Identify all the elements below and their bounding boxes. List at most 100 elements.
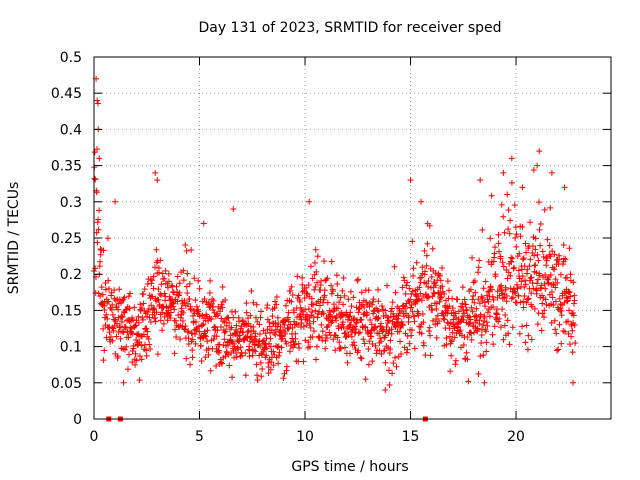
data-point [116,324,123,331]
data-point [104,315,111,322]
data-point [530,166,537,173]
data-point [350,294,357,301]
data-point [305,339,312,346]
data-point [469,254,476,261]
data-point [500,213,507,220]
data-point [294,322,301,329]
data-point [465,378,472,385]
data-point [389,370,396,377]
data-point [161,313,168,320]
data-point [375,298,382,305]
data-point [554,279,561,286]
data-point [253,361,260,368]
data-point [278,344,285,351]
data-point [519,224,526,231]
data-point [533,287,540,294]
data-point [374,307,381,314]
data-point [505,207,512,214]
data-point [125,293,132,300]
data-point [542,271,549,278]
data-point [335,325,342,332]
data-point [399,284,406,291]
data-point [312,246,319,253]
y-tick-label: 0.45 [51,86,82,102]
data-point [547,253,554,260]
data-point [301,294,308,301]
data-point [113,333,120,340]
data-point [312,283,319,290]
data-point [362,376,369,383]
data-point [433,316,440,323]
data-point [511,202,518,209]
data-point [136,353,143,360]
data-point [139,316,146,323]
data-point [505,226,512,233]
data-point [538,282,545,289]
data-point [444,310,451,317]
data-point [319,337,326,344]
data-point [403,349,410,356]
data-point [169,299,176,306]
data-point [104,235,111,242]
data-point [572,339,579,346]
data-point [307,324,314,331]
data-point [237,344,244,351]
data-point [172,317,179,324]
data-point [348,333,355,340]
data-point [342,334,349,341]
data-point [271,298,278,305]
data-point [417,323,424,330]
data-point [400,322,407,329]
data-point [103,334,110,341]
data-point [535,257,542,264]
data-point [449,295,456,302]
data-point [385,317,392,324]
data-point [126,290,133,297]
data-point [257,342,264,349]
data-point [204,327,211,334]
data-point [195,323,202,330]
data-point [360,336,367,343]
data-point [176,280,183,287]
data-point [222,353,229,360]
data-point [497,253,504,260]
data-point [460,342,467,349]
data-point [552,298,559,305]
data-point [123,343,130,350]
data-point [478,293,485,300]
data-point [522,277,529,284]
y-tick-label: 0.05 [51,376,82,392]
data-point [232,308,239,315]
data-point [546,251,553,258]
data-point [337,294,344,301]
data-point [427,352,434,359]
data-point [518,278,525,285]
data-point [158,281,165,288]
data-point [205,351,212,358]
data-point [399,321,406,328]
data-point [107,333,114,340]
data-point [102,286,109,293]
data-point [345,331,352,338]
data-point [340,275,347,282]
data-point [294,273,301,280]
data-point [98,284,105,291]
data-point [280,375,287,382]
data-point [313,343,320,350]
data-point [520,304,527,311]
data-point [561,328,568,335]
data-point [504,317,511,324]
data-point [418,330,425,337]
data-point [246,353,253,360]
data-point [503,298,510,305]
data-point [567,293,574,300]
x-tick-label: 5 [195,429,204,445]
data-point [354,277,361,284]
data-point [311,259,318,266]
data-point [202,332,209,339]
data-point [423,262,430,269]
data-point [484,309,491,316]
data-point [305,305,312,312]
data-point [221,329,228,336]
data-point [269,313,276,320]
